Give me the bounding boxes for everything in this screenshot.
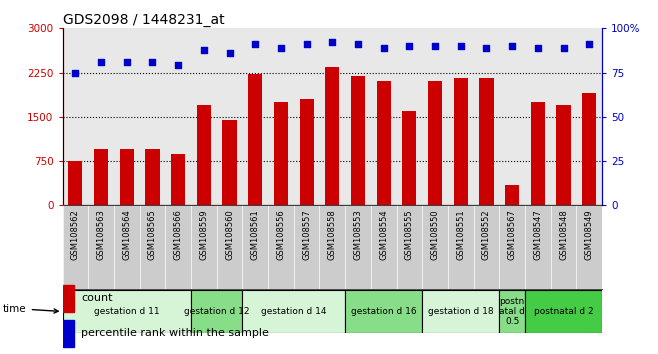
Bar bbox=[454, 79, 468, 205]
Point bbox=[276, 45, 286, 51]
Text: gestation d 14: gestation d 14 bbox=[261, 307, 326, 316]
Bar bbox=[345, 290, 422, 333]
Text: GSM108558: GSM108558 bbox=[328, 210, 337, 260]
Text: gestation d 11: gestation d 11 bbox=[94, 307, 159, 316]
Bar bbox=[171, 154, 185, 205]
Bar bbox=[248, 74, 263, 205]
Text: GSM108550: GSM108550 bbox=[430, 210, 440, 260]
Bar bbox=[351, 75, 365, 205]
Text: GSM108557: GSM108557 bbox=[302, 210, 311, 260]
Point bbox=[250, 41, 261, 47]
Text: GSM108565: GSM108565 bbox=[148, 210, 157, 260]
Point bbox=[224, 50, 235, 56]
Text: GSM108556: GSM108556 bbox=[276, 210, 286, 260]
Text: GSM108560: GSM108560 bbox=[225, 210, 234, 260]
Point bbox=[353, 41, 363, 47]
Text: percentile rank within the sample: percentile rank within the sample bbox=[82, 329, 269, 338]
Bar bbox=[197, 105, 211, 205]
Text: gestation d 18: gestation d 18 bbox=[428, 307, 494, 316]
Point bbox=[122, 59, 132, 65]
Bar bbox=[557, 105, 570, 205]
Point bbox=[430, 43, 440, 49]
Point bbox=[507, 43, 517, 49]
Bar bbox=[63, 290, 191, 333]
Text: GSM108566: GSM108566 bbox=[174, 210, 183, 260]
Bar bbox=[274, 102, 288, 205]
Point bbox=[327, 40, 338, 45]
Point bbox=[404, 43, 415, 49]
Text: GSM108555: GSM108555 bbox=[405, 210, 414, 260]
Text: GSM108553: GSM108553 bbox=[353, 210, 363, 260]
Text: GSM108561: GSM108561 bbox=[251, 210, 260, 260]
Text: GSM108567: GSM108567 bbox=[507, 210, 517, 260]
Point bbox=[558, 45, 569, 51]
Text: GSM108554: GSM108554 bbox=[379, 210, 388, 260]
Bar bbox=[499, 290, 525, 333]
Bar bbox=[325, 67, 340, 205]
Text: GSM108549: GSM108549 bbox=[585, 210, 594, 260]
Bar bbox=[505, 185, 519, 205]
Bar bbox=[94, 149, 108, 205]
Text: GSM108562: GSM108562 bbox=[71, 210, 80, 260]
Bar bbox=[120, 149, 134, 205]
Text: time: time bbox=[3, 303, 58, 314]
Text: gestation d 12: gestation d 12 bbox=[184, 307, 249, 316]
Point bbox=[147, 59, 158, 65]
Bar bbox=[145, 149, 159, 205]
Text: postnatal d 2: postnatal d 2 bbox=[534, 307, 594, 316]
Bar bbox=[480, 79, 494, 205]
Text: GDS2098 / 1448231_at: GDS2098 / 1448231_at bbox=[63, 13, 224, 27]
Bar bbox=[63, 285, 74, 312]
Point bbox=[481, 45, 492, 51]
Bar bbox=[191, 290, 242, 333]
Point bbox=[532, 45, 543, 51]
Bar bbox=[525, 290, 602, 333]
Bar bbox=[582, 93, 596, 205]
Point bbox=[301, 41, 312, 47]
Text: GSM108563: GSM108563 bbox=[97, 210, 105, 260]
Text: GSM108564: GSM108564 bbox=[122, 210, 131, 260]
Text: GSM108547: GSM108547 bbox=[534, 210, 542, 260]
Bar bbox=[222, 120, 237, 205]
Text: GSM108552: GSM108552 bbox=[482, 210, 491, 260]
Point bbox=[378, 45, 389, 51]
Point bbox=[455, 43, 466, 49]
Point bbox=[199, 47, 209, 52]
Bar bbox=[68, 161, 82, 205]
Text: GSM108559: GSM108559 bbox=[199, 210, 209, 260]
Bar bbox=[422, 290, 499, 333]
Text: postn
atal d
0.5: postn atal d 0.5 bbox=[499, 297, 525, 326]
Text: gestation d 16: gestation d 16 bbox=[351, 307, 417, 316]
Point bbox=[96, 59, 107, 65]
Point bbox=[70, 70, 81, 75]
Bar bbox=[299, 99, 314, 205]
Bar bbox=[376, 81, 391, 205]
Point bbox=[584, 41, 594, 47]
Text: count: count bbox=[82, 293, 113, 303]
Bar bbox=[402, 111, 417, 205]
Bar bbox=[63, 320, 74, 347]
Bar bbox=[531, 102, 545, 205]
Text: GSM108551: GSM108551 bbox=[456, 210, 465, 260]
Text: GSM108548: GSM108548 bbox=[559, 210, 568, 260]
Bar bbox=[428, 81, 442, 205]
Bar bbox=[242, 290, 345, 333]
Point bbox=[173, 63, 184, 68]
